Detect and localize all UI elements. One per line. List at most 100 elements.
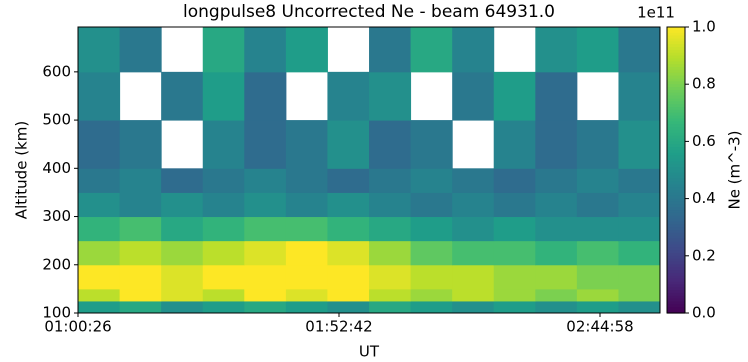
cell xyxy=(576,240,619,266)
cell xyxy=(119,288,162,302)
colorbar-label: Ne (m^-3) xyxy=(726,130,744,209)
cell xyxy=(369,288,412,302)
cell xyxy=(618,288,661,302)
cell xyxy=(119,216,162,242)
cell xyxy=(202,27,245,73)
cell xyxy=(452,216,495,242)
cell xyxy=(410,288,453,302)
cell xyxy=(285,192,328,218)
cell xyxy=(369,27,412,73)
cell xyxy=(576,264,619,290)
cell xyxy=(410,120,453,169)
cell xyxy=(452,264,495,290)
colorbar-offset: 1e11 xyxy=(637,4,675,22)
cell xyxy=(119,27,162,73)
cell xyxy=(618,120,661,169)
cell xyxy=(410,216,453,242)
cell xyxy=(119,240,162,266)
cell xyxy=(78,288,121,302)
cell xyxy=(576,27,619,73)
cell xyxy=(452,27,495,73)
cell xyxy=(535,27,578,73)
cell xyxy=(202,71,245,121)
cell xyxy=(452,300,495,314)
x-tick-label: 01:00:26 xyxy=(44,318,111,336)
cell xyxy=(535,216,578,242)
cell xyxy=(493,240,536,266)
cell xyxy=(618,240,661,266)
cell xyxy=(369,168,412,193)
cell xyxy=(161,264,204,290)
cell xyxy=(327,264,370,290)
cell xyxy=(78,120,121,169)
cell xyxy=(161,300,204,314)
cell xyxy=(493,216,536,242)
cell xyxy=(244,168,287,193)
y-tick-label: 200 xyxy=(42,255,71,273)
cell xyxy=(535,240,578,266)
cell xyxy=(452,168,495,193)
cell xyxy=(369,192,412,218)
y-tick-label: 600 xyxy=(42,62,71,80)
y-axis-label: Altitude (km) xyxy=(13,121,31,219)
plot-frame xyxy=(77,26,661,314)
cell xyxy=(285,240,328,266)
cell xyxy=(369,120,412,169)
x-axis-label: UT xyxy=(359,343,380,361)
cell xyxy=(161,216,204,242)
cell xyxy=(493,264,536,290)
cell xyxy=(535,192,578,218)
cell xyxy=(285,264,328,290)
cell xyxy=(202,288,245,302)
cell xyxy=(618,300,661,314)
y-tick-label: 300 xyxy=(42,207,71,225)
cell xyxy=(576,120,619,169)
cell xyxy=(244,192,287,218)
cell xyxy=(618,216,661,242)
y-tick-label: 500 xyxy=(42,111,71,129)
cell xyxy=(244,240,287,266)
cell xyxy=(327,216,370,242)
cell xyxy=(493,71,536,121)
cell xyxy=(161,71,204,121)
x-tick-label: 01:52:42 xyxy=(305,318,372,336)
cell xyxy=(202,168,245,193)
cell xyxy=(327,192,370,218)
cell xyxy=(78,264,121,290)
cell xyxy=(161,192,204,218)
heatmap xyxy=(78,27,661,314)
cell xyxy=(244,120,287,169)
colorbar-tick-label: 1.0 xyxy=(692,18,716,36)
cell xyxy=(452,288,495,302)
cell xyxy=(410,168,453,193)
cell xyxy=(535,168,578,193)
cell xyxy=(161,288,204,302)
cell xyxy=(161,168,204,193)
cell xyxy=(327,120,370,169)
cell xyxy=(78,168,121,193)
cell xyxy=(202,216,245,242)
cell xyxy=(410,192,453,218)
cell xyxy=(202,192,245,218)
y-tick-label: 100 xyxy=(42,304,71,322)
cell xyxy=(327,168,370,193)
cell xyxy=(78,216,121,242)
y-tick-label: 400 xyxy=(42,159,71,177)
cell xyxy=(244,71,287,121)
cell xyxy=(369,216,412,242)
cell xyxy=(493,168,536,193)
cell xyxy=(535,288,578,302)
cell xyxy=(369,71,412,121)
cell xyxy=(493,288,536,302)
cell xyxy=(452,192,495,218)
cell xyxy=(369,240,412,266)
cell xyxy=(119,192,162,218)
cell xyxy=(202,300,245,314)
cell xyxy=(244,300,287,314)
colorbar-tick-label: 0.2 xyxy=(692,246,716,264)
cell xyxy=(452,71,495,121)
colorbar-tick-label: 0.4 xyxy=(692,189,716,207)
cell xyxy=(202,264,245,290)
cell xyxy=(327,240,370,266)
cell xyxy=(78,71,121,121)
